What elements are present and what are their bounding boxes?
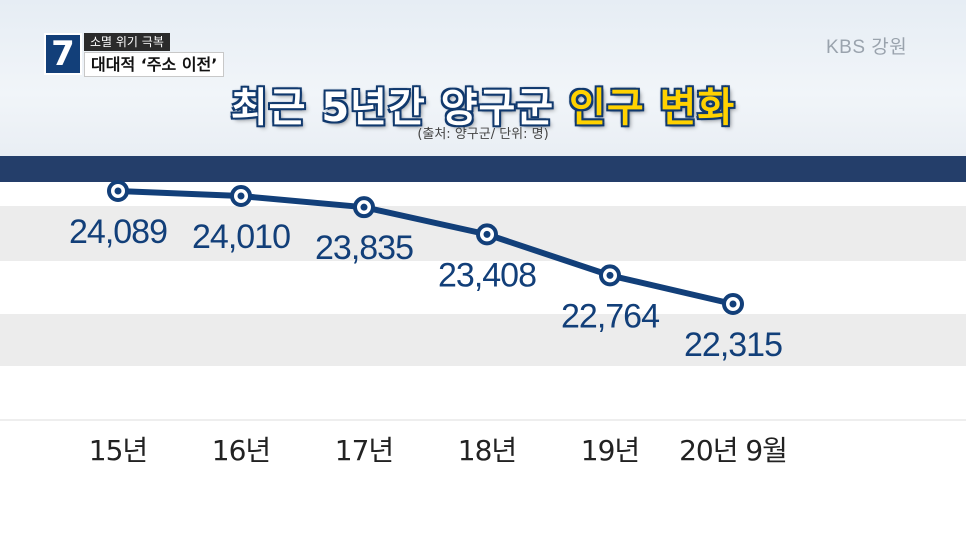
- header-panel: 7 소멸 위기 극복 대대적 ‘주소 이전’ KBS 강원 최근 5년간 양구군…: [0, 0, 966, 156]
- chart-title-main: 최근 5년간 양구군: [230, 85, 570, 131]
- data-point-core: [729, 300, 737, 308]
- broadcaster-logo: KBS 강원: [826, 37, 908, 58]
- x-tick-label: 18년: [458, 434, 516, 467]
- population-line-chart: 24,089 24,010 23,835 23,408 22,764 22,315 15년…: [0, 156, 966, 543]
- x-tick-label: 17년: [335, 434, 393, 467]
- x-tick-label: 19년: [581, 434, 639, 467]
- grid-band: [0, 314, 966, 366]
- chart-title-highlight: 인구 변화: [569, 85, 736, 131]
- data-point-core: [483, 230, 491, 238]
- chart-source-note: (출처: 양구군/ 단위: 명): [417, 127, 549, 142]
- x-tick-label: 15년: [89, 434, 147, 467]
- series-line: [115, 188, 736, 307]
- x-tick-label: 20년 9월: [679, 434, 787, 467]
- data-point-core: [606, 271, 614, 279]
- x-tick-label: 16년: [212, 434, 270, 467]
- segment-number-badge: 7: [44, 33, 82, 75]
- data-value-label: 22,315: [684, 326, 782, 364]
- data-value-label: 24,089: [69, 213, 167, 251]
- chart-top-band: [0, 156, 966, 182]
- segment-subtitle: 대대적 ‘주소 이전’: [84, 52, 225, 77]
- data-point-core: [237, 192, 245, 200]
- data-value-label: 23,835: [315, 229, 413, 267]
- data-point-core: [360, 203, 368, 211]
- segment-title: 소멸 위기 극복: [84, 33, 170, 51]
- data-value-label: 24,010: [192, 218, 290, 256]
- data-point-core: [114, 187, 122, 195]
- data-value-label: 22,764: [561, 297, 659, 335]
- chart-title: 최근 5년간 양구군 인구 변화: [0, 75, 966, 133]
- data-value-label: 23,408: [438, 256, 536, 294]
